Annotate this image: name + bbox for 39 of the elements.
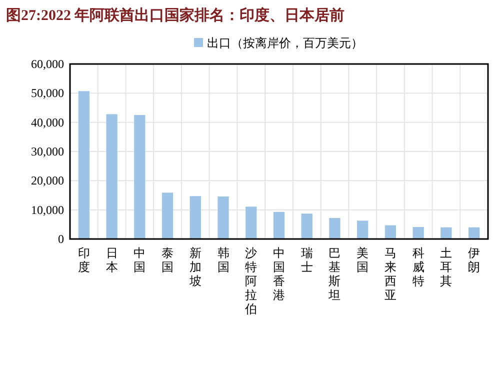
bar xyxy=(329,218,340,239)
bar xyxy=(246,206,257,239)
x-tick-label: 印度 xyxy=(78,246,90,274)
bar xyxy=(162,192,174,239)
x-tick-label: 韩国 xyxy=(217,246,230,274)
bar xyxy=(440,227,452,239)
x-tick-label: 中国香港 xyxy=(273,246,285,302)
x-tick-label: 瑞士 xyxy=(300,246,313,274)
chart-title: 图27:2022 年阿联酋出口国家排名：印度、日本居前 xyxy=(6,6,345,24)
y-tick-label: 10,000 xyxy=(31,202,64,217)
legend-label: 出口（按离岸价，百万美元） xyxy=(207,36,363,50)
bar xyxy=(273,212,285,239)
bar xyxy=(384,225,396,239)
bar xyxy=(218,196,229,239)
y-tick-label: 60,000 xyxy=(31,57,64,71)
y-tick-label: 50,000 xyxy=(31,86,64,100)
bar xyxy=(301,214,312,239)
x-tick-label: 科威特 xyxy=(412,246,424,288)
bar xyxy=(357,220,368,239)
x-tick-label: 美国 xyxy=(356,246,369,274)
x-tick-label: 巴基斯坦 xyxy=(328,246,341,302)
y-tick-label: 0 xyxy=(58,232,64,246)
bar xyxy=(468,227,480,239)
x-tick-label: 新加坡 xyxy=(188,246,202,288)
y-tick-label: 40,000 xyxy=(31,115,64,130)
bar xyxy=(412,227,424,239)
y-tick-label: 20,000 xyxy=(31,174,64,188)
x-tick-label: 土耳其 xyxy=(440,246,452,288)
x-tick-label: 泰国 xyxy=(162,246,174,274)
x-tick-label: 沙特阿拉伯 xyxy=(244,246,258,316)
bar xyxy=(134,115,146,239)
bar xyxy=(78,91,90,239)
x-tick-label: 伊朗 xyxy=(468,246,480,274)
x-tick-label: 日本 xyxy=(106,246,118,274)
x-tick-label: 中国 xyxy=(134,246,146,274)
y-tick-label: 30,000 xyxy=(31,144,64,158)
bar xyxy=(190,196,201,239)
bar xyxy=(106,114,118,239)
x-tick-label: 马来西亚 xyxy=(384,246,396,302)
